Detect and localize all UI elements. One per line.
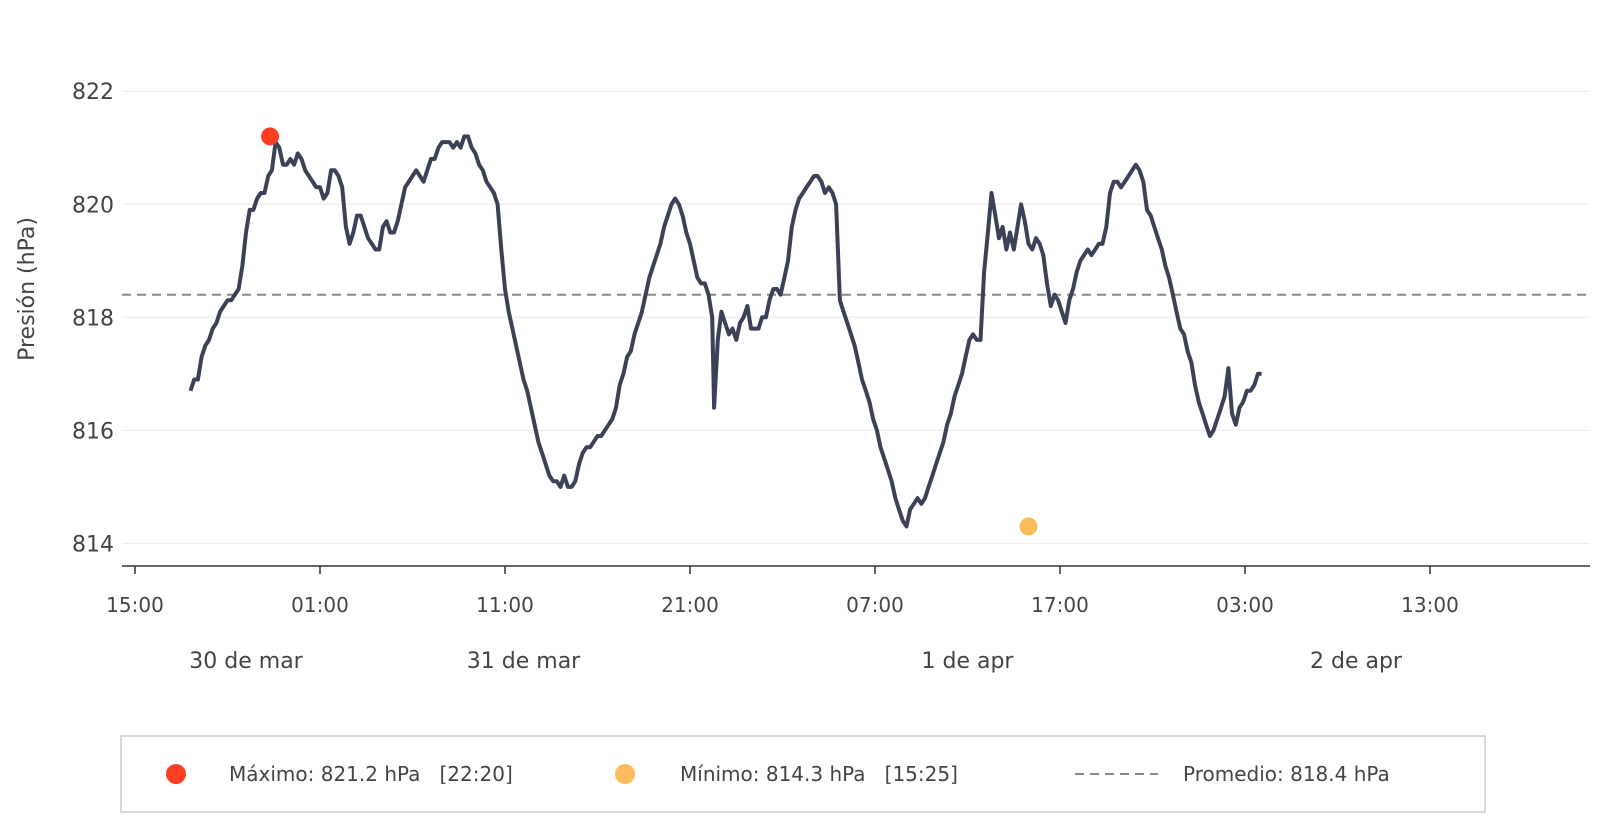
legend-average-label: Promedio: 818.4 hPa [1183,762,1390,786]
legend-box [120,735,1486,813]
legend-max-label: Máximo: 821.2 hPa [22:20] [229,762,513,786]
y-axis-ticks: 814 816 818 820 822 [72,80,114,557]
legend-min-dot [615,764,635,784]
x-tick-label: 01:00 [291,593,349,617]
x-axis-ticks: 15:00 01:00 11:00 21:00 07:00 17:00 03:00 13:00 [106,566,1459,617]
grid-lines [122,90,1590,544]
x-tick-label: 03:00 [1216,593,1274,617]
y-axis-title: Presión (hPa) [15,217,40,361]
date-labels: 30 de mar 31 de mar 1 de apr 2 de apr [189,649,1403,674]
x-tick-label: 11:00 [476,593,534,617]
legend: Máximo: 821.2 hPa [22:20] Mínimo: 814.3 … [120,735,1486,813]
y-tick-label: 822 [72,80,114,105]
legend-max-dot [166,764,186,784]
legend-min-label: Mínimo: 814.3 hPa [15:25] [680,762,958,786]
x-tick-label: 07:00 [846,593,904,617]
x-tick-label: 13:00 [1401,593,1459,617]
x-tick-label: 15:00 [106,593,164,617]
x-tick-label: 17:00 [1031,593,1089,617]
date-label: 30 de mar [189,649,303,674]
y-tick-label: 814 [72,532,114,557]
date-label: 31 de mar [467,649,581,674]
x-tick-label: 21:00 [661,593,719,617]
y-tick-label: 818 [72,306,114,331]
min-marker [1019,517,1038,536]
pressure-series-line [188,134,1262,529]
date-label: 2 de apr [1310,649,1403,674]
date-label: 1 de apr [922,649,1015,674]
y-tick-label: 820 [72,193,114,218]
max-marker [261,127,280,146]
y-tick-label: 816 [72,419,114,444]
